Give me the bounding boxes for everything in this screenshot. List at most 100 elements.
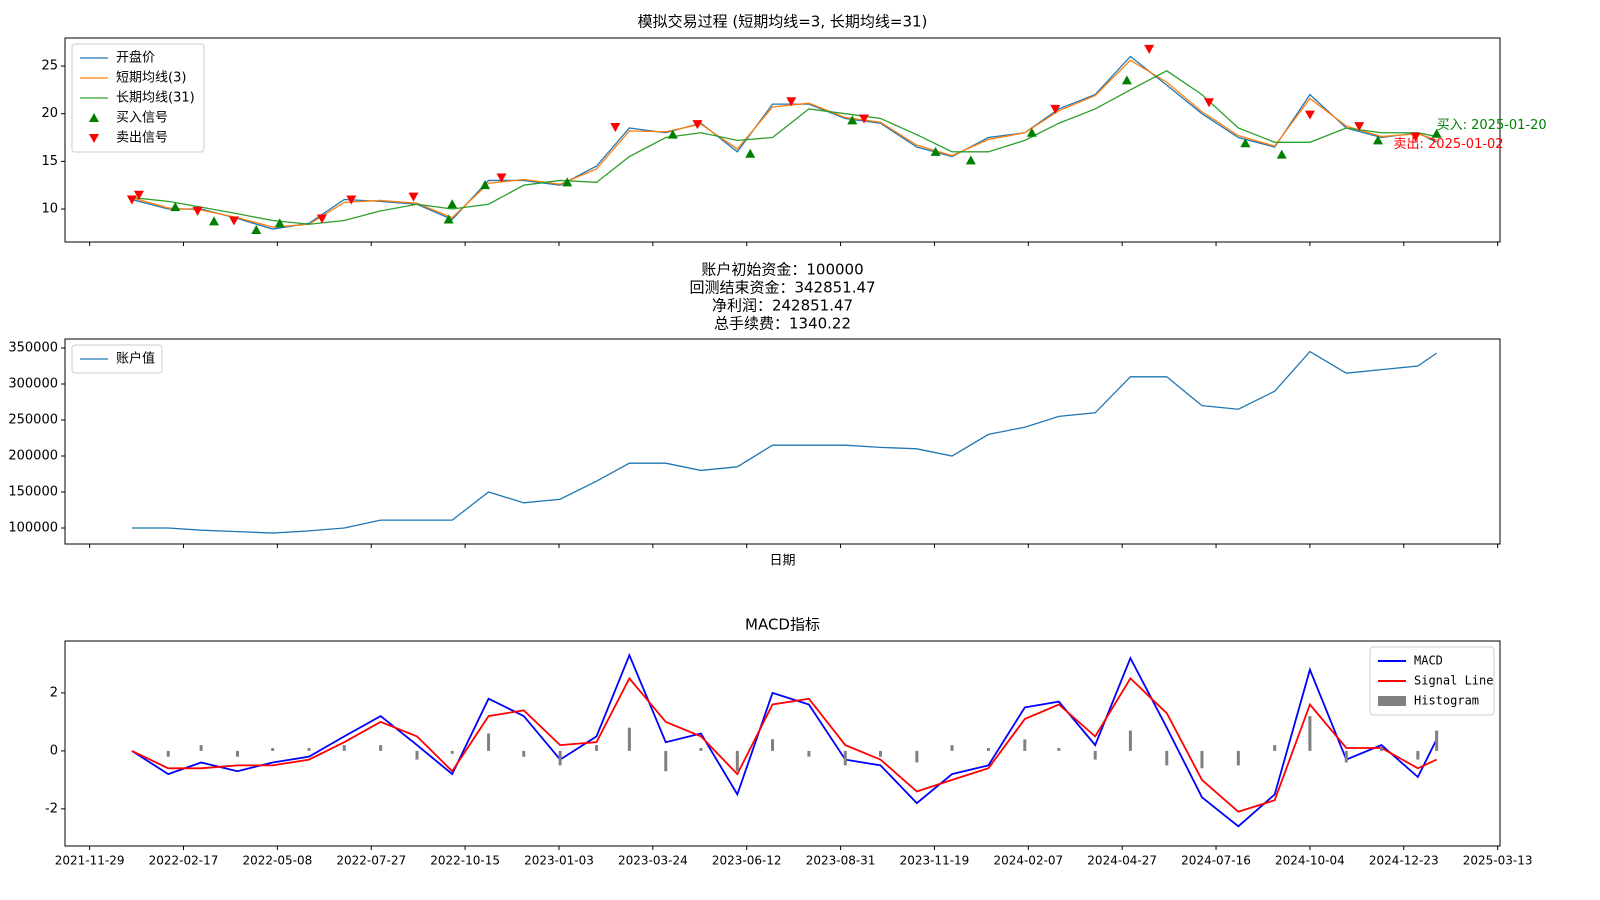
histogram-bar [1236,750,1240,766]
annotation: 卖出: 2025-01-02 [1394,137,1504,152]
series-line [131,676,1438,813]
histogram-bar [1093,750,1097,760]
histogram-bar [1200,750,1204,769]
plot-area [131,652,1439,828]
signal-marker [209,216,220,226]
signal-marker [610,123,621,133]
y-tick-label: -2 [45,801,58,816]
legend-swatch [89,134,99,143]
y-tick-label: 200000 [8,449,58,464]
signal-marker [346,195,357,205]
histogram-bar [558,750,562,766]
histogram-bar [415,750,419,760]
signal-marker [251,224,262,234]
x-tick-label: 2024-12-23 [1369,854,1439,868]
x-axis-label: 日期 [769,554,795,569]
x-tick-label: 2022-02-17 [149,854,219,868]
signal-marker [562,177,573,187]
signal-marker [786,97,797,107]
x-tick-label: 2023-11-19 [900,854,970,868]
legend-label: Signal Line [1414,674,1493,688]
legend-label: 长期均线(31) [116,91,195,106]
histogram-bar [199,745,203,751]
signal-marker [1354,122,1365,132]
signal-marker [1276,149,1287,159]
legend-swatch [1378,696,1406,706]
y-tick-label: 150000 [8,485,58,500]
chart-title: 回测结束资金：342851.47 [689,279,875,297]
signal-marker [316,214,327,224]
signal-marker [447,199,458,209]
histogram-bar [735,750,739,772]
histogram-bar [1273,745,1277,751]
axes-frame [64,37,1501,243]
y-tick-label: 2 [50,685,58,700]
histogram-bar [1308,716,1312,751]
histogram-bar [166,750,170,757]
x-tick-label: 2023-08-31 [806,854,876,868]
signal-marker [745,148,756,158]
signal-marker [126,195,137,205]
legend-label: 短期均线(3) [116,71,186,86]
legend-label: 开盘价 [116,50,155,66]
chart-title: 模拟交易过程 (短期均线=3, 长期均线=31) [638,13,928,31]
x-tick-label: 2024-07-16 [1181,854,1251,868]
legend-swatch [89,113,99,122]
chart-title: 账户初始资金：100000 [701,261,863,279]
series-line [131,652,1438,828]
signal-marker [1144,44,1155,54]
legend-label: Histogram [1414,694,1479,708]
histogram-bar [307,747,311,751]
axes-frame [64,338,1501,545]
histogram-bar [235,750,239,757]
x-tick-label: 2024-10-04 [1275,854,1345,868]
x-tick-label: 2023-01-03 [524,854,594,868]
x-tick-label: 2024-02-07 [993,854,1063,868]
histogram-bar [342,745,346,751]
y-tick-label: 250000 [8,413,58,428]
signal-marker [228,216,239,226]
signal-marker [1372,135,1383,145]
signal-marker [692,120,703,130]
histogram-bar [595,745,599,751]
histogram-bar [843,750,847,766]
y-tick-label: 300000 [8,377,58,392]
y-tick-label: 350000 [8,341,58,356]
signal-marker [1204,98,1215,108]
y-tick-label: 10 [41,202,58,217]
x-tick-label: 2025-03-13 [1463,854,1533,868]
histogram-bar [522,750,526,757]
y-tick-label: 100000 [8,521,58,536]
signal-marker [847,115,858,125]
histogram-bar [379,745,383,751]
histogram-bar [627,727,631,751]
signal-marker [408,192,419,202]
legend-label: MACD [1414,654,1443,668]
histogram-bar [664,750,668,772]
histogram-bar [1416,750,1420,760]
legend-label: 账户值 [116,351,155,367]
histogram-bar [915,750,919,763]
signal-marker [859,114,870,124]
signal-marker [133,190,144,200]
signal-marker [1431,128,1442,138]
histogram-bar [771,739,775,751]
legend-label: 卖出信号 [116,131,168,146]
y-tick-label: 0 [50,743,58,758]
signal-marker [1304,110,1315,120]
histogram-bar [950,745,954,751]
signal-marker [930,146,941,156]
x-tick-label: 2022-05-08 [243,854,313,868]
axes-frame [64,640,1501,847]
legend-box [71,344,163,374]
histogram-bar [487,733,491,751]
histogram-bar [1057,747,1061,751]
histogram-bar [450,750,454,754]
signal-marker [496,173,507,183]
x-tick-label: 2021-11-29 [55,854,125,868]
histogram-bar [878,750,882,757]
x-tick-label: 2023-03-24 [618,854,688,868]
chart-title: 总手续费：1340.22 [714,315,851,333]
signal-marker [965,155,976,165]
